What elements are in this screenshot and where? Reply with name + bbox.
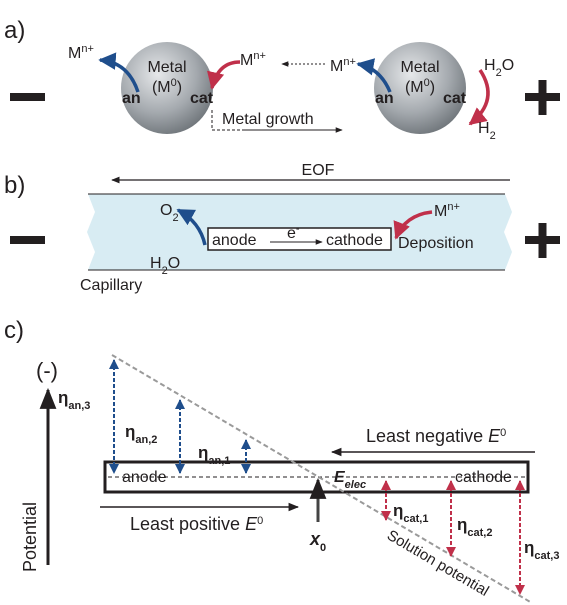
- anode-label: anode: [212, 232, 257, 249]
- anode-site: an: [122, 90, 141, 107]
- ion-symbol: M: [240, 52, 253, 69]
- cathode-arrow: [470, 70, 488, 124]
- symbol: η: [58, 388, 68, 407]
- metal-ion: Mn+: [330, 56, 356, 75]
- sub: 2: [172, 212, 178, 224]
- eta-cat: ηcat,3: [524, 538, 559, 562]
- formula-close: ): [430, 79, 435, 96]
- sub: an,1: [208, 455, 230, 467]
- metal-ion: Mn+: [240, 50, 266, 69]
- sub: 0: [320, 542, 326, 554]
- x0: x0: [309, 529, 326, 554]
- page: {"panel_a":{"label":"a)","ion":{"symbol"…: [0, 0, 567, 605]
- water: H2O: [484, 57, 514, 79]
- capillary-label: Capillary: [80, 277, 142, 294]
- eof-label: EOF: [302, 162, 335, 179]
- ion-symbol: M: [330, 58, 343, 75]
- ion-symbol: M: [68, 45, 81, 62]
- eta-an: ηan,2: [125, 422, 157, 446]
- symbol: η: [125, 422, 135, 441]
- sub: an,3: [68, 400, 90, 412]
- text: Least positive: [130, 514, 240, 534]
- panel-label: b): [4, 172, 25, 199]
- hydrogen: H2: [478, 120, 496, 142]
- cathode-arrow: [212, 62, 240, 88]
- minus-sign: [10, 236, 45, 244]
- formula: (M: [405, 79, 424, 96]
- sub: an,2: [135, 434, 157, 446]
- cathode-label: cathode: [326, 232, 383, 249]
- text: Least negative: [366, 426, 483, 446]
- symbol: η: [393, 501, 403, 520]
- symbol: η: [198, 443, 208, 462]
- growth-label: Metal growth: [222, 111, 314, 128]
- cathode-label: cathode: [455, 469, 512, 486]
- formula: (M: [152, 79, 171, 96]
- o: O: [502, 57, 514, 74]
- o: O: [160, 202, 172, 219]
- sup: 0: [500, 427, 506, 439]
- symbol: η: [524, 538, 534, 557]
- ion-charge: n+: [447, 201, 460, 213]
- polarity: (-): [36, 358, 58, 383]
- cathode-site: cat: [443, 90, 467, 107]
- sub: elec: [345, 479, 366, 491]
- ion-charge: n+: [81, 43, 94, 55]
- anode-site: an: [375, 90, 394, 107]
- sub: cat,2: [467, 527, 492, 539]
- plus-sign: [539, 223, 547, 258]
- ion-charge: n+: [343, 56, 356, 68]
- axis-label: Potential: [20, 502, 40, 572]
- anode-label: anode: [122, 469, 167, 486]
- o: O: [168, 255, 180, 272]
- panel-label: a): [4, 17, 25, 44]
- h: H: [150, 255, 162, 272]
- process-label: Deposition: [398, 235, 474, 252]
- plus-sign: [539, 80, 547, 115]
- charge: -: [296, 223, 300, 235]
- symbol: η: [457, 515, 467, 534]
- eta-cat: ηcat,1: [393, 501, 428, 525]
- formula-close: ): [177, 79, 182, 96]
- sub: cat,3: [534, 550, 559, 562]
- particle-formula: (M0): [152, 77, 182, 96]
- eta-cat: ηcat,2: [457, 515, 492, 539]
- particle-formula: (M0): [405, 77, 435, 96]
- h: H: [478, 120, 490, 137]
- cathode-site: cat: [190, 90, 214, 107]
- e-elec: Eelec: [334, 469, 366, 491]
- sub: 2: [490, 130, 496, 142]
- figure: a) Metal (M0) an cat Metal (M0) an cat M…: [0, 0, 567, 605]
- particle-name: Metal: [400, 59, 439, 76]
- sub: cat,1: [403, 513, 428, 525]
- sup: 0: [257, 515, 263, 527]
- panel-label: c): [4, 317, 24, 344]
- minus-sign: [10, 93, 45, 101]
- e: e: [287, 225, 296, 242]
- metal-ion: Mn+: [68, 43, 94, 62]
- particle-name: Metal: [147, 59, 186, 76]
- h: H: [484, 57, 496, 74]
- ion-symbol: M: [434, 203, 447, 220]
- ion-charge: n+: [253, 50, 266, 62]
- eta-an: ηan,3: [58, 388, 90, 412]
